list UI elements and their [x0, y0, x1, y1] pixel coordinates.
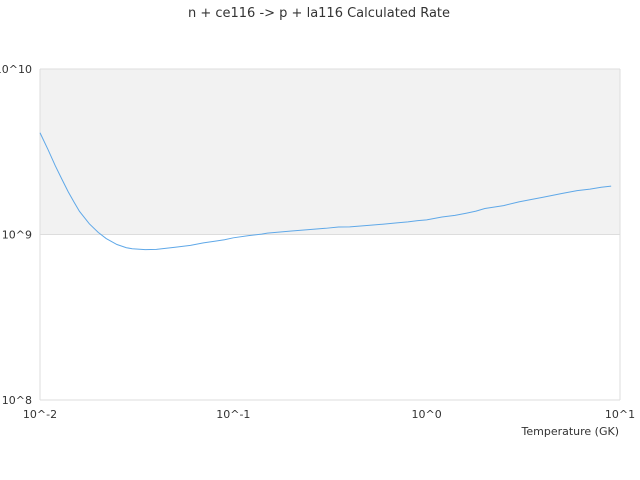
axis-ticks: 10^-2 10^-1 10^0 10^1 10^8 10^9 10^10: [0, 63, 635, 421]
x-tick-label: 10^0: [412, 408, 442, 421]
y-tick-label: 10^8: [2, 394, 32, 407]
rate-series-line: [39, 132, 612, 251]
x-tick-label: 10^-1: [216, 408, 250, 421]
x-tick-label: 10^1: [605, 408, 635, 421]
plot-area: [39, 68, 621, 401]
y-tick-label: 10^9: [2, 229, 32, 242]
chart-title: n + ce116 -> p + la116 Calculated Rate: [188, 6, 450, 21]
x-tick-label: 10^-2: [23, 408, 57, 421]
y-tick-label: 10^10: [0, 63, 32, 76]
shaded-decade-band: [40, 69, 620, 235]
x-axis-label: Temperature (GK): [521, 425, 620, 438]
